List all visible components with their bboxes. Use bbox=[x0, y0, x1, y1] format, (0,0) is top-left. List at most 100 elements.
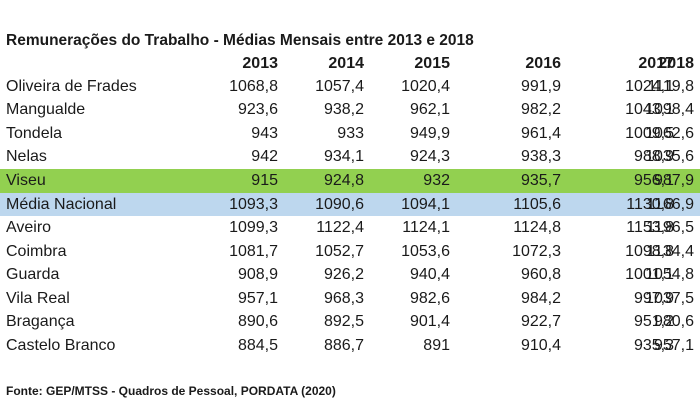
table-cell: 926,2 bbox=[323, 266, 364, 284]
table-cell: 1196,5 bbox=[646, 219, 694, 237]
row-label: Castelo Branco bbox=[6, 336, 116, 354]
table-cell: 1052,7 bbox=[315, 242, 364, 260]
table-row: Tondela 943 933 949,9 961,4 1009,5 1062,6 bbox=[0, 122, 700, 146]
table-cell: 923,6 bbox=[237, 101, 278, 119]
table-cell: 956,1 bbox=[633, 171, 674, 189]
table-cell: 982,6 bbox=[409, 289, 450, 307]
table-cell: 1062,6 bbox=[645, 124, 694, 142]
table-cell: 997,9 bbox=[633, 289, 674, 307]
table-cell: 1001,1 bbox=[625, 266, 674, 284]
col-header-2017: 2017 bbox=[638, 54, 674, 72]
table-row: Aveiro 1099,3 1122,4 1124,1 1124,8 1153,8 1196… bbox=[0, 216, 700, 240]
table-cell: 886,7 bbox=[323, 336, 364, 354]
source-note: Fonte: GEP/MTSS - Quadros de Pessoal, PO… bbox=[6, 384, 336, 398]
table-cell: 1054,8 bbox=[645, 266, 694, 284]
table-row: Bragança 890,6 892,5 901,4 922,7 951,2 980,6 bbox=[0, 310, 700, 334]
table-cell: 1134,4 bbox=[646, 242, 694, 260]
table-cell: 1124,8 bbox=[513, 219, 561, 237]
table-cell: 1081,7 bbox=[229, 242, 278, 260]
table-row: Viseu 915 924,8 932 935,7 956,1 987,9 bbox=[0, 169, 700, 193]
table-cell: 957,1 bbox=[237, 289, 278, 307]
row-label: Nelas bbox=[6, 148, 47, 166]
table-row: Nelas 942 934,1 924,3 938,3 988,9 1035,6 bbox=[0, 146, 700, 170]
table-cell: 1090,6 bbox=[315, 195, 364, 213]
row-label: Coimbra bbox=[6, 242, 67, 260]
table-cell: 1035,6 bbox=[645, 148, 694, 166]
table-cell: 934,1 bbox=[323, 148, 364, 166]
table-cell: 1020,4 bbox=[401, 77, 450, 95]
table-cell: 1093,3 bbox=[229, 195, 278, 213]
table-cell: 1037,5 bbox=[645, 289, 694, 307]
col-header-2016: 2016 bbox=[525, 54, 561, 72]
table-cell: 943 bbox=[251, 124, 278, 142]
header-row: 2013 2014 2015 2016 2017 2018 bbox=[0, 52, 700, 75]
table-cell: 1124,1 bbox=[402, 219, 450, 237]
col-header-2018: 2018 bbox=[658, 54, 694, 72]
table-cell: 910,4 bbox=[520, 336, 561, 354]
table-cell: 938,2 bbox=[323, 101, 364, 119]
col-header-2015: 2015 bbox=[414, 54, 450, 72]
table-cell: 1098,4 bbox=[645, 101, 694, 119]
row-label: Aveiro bbox=[6, 219, 52, 237]
table-cell: 982,2 bbox=[520, 101, 561, 119]
table-row: Castelo Branco 884,5 886,7 891 910,4 935,3 957… bbox=[0, 334, 700, 358]
data-table: 2013 2014 2015 2016 2017 2018 Oliveira d… bbox=[0, 52, 700, 358]
table-row: Oliveira de Frades 1068,8 1057,4 1020,4 991,… bbox=[0, 75, 700, 99]
table-cell: 960,8 bbox=[520, 266, 561, 284]
table-title: Remunerações do Trabalho - Médias Mensai… bbox=[6, 32, 474, 49]
table-cell: 1024,1 bbox=[625, 77, 674, 95]
table-cell: 932 bbox=[423, 171, 450, 189]
table-cell: 951,2 bbox=[633, 313, 674, 331]
table-cell: 961,4 bbox=[520, 124, 561, 142]
table-cell: 935,3 bbox=[633, 336, 674, 354]
row-label: Oliveira de Frades bbox=[6, 77, 137, 95]
table-cell: 942 bbox=[251, 148, 278, 166]
table-cell: 984,2 bbox=[520, 289, 561, 307]
table-cell: 922,7 bbox=[520, 313, 561, 331]
table-cell: 892,5 bbox=[323, 313, 364, 331]
table-cell: 924,8 bbox=[323, 171, 364, 189]
table-cell: 1099,3 bbox=[229, 219, 278, 237]
table-cell: 962,1 bbox=[409, 101, 450, 119]
table-cell: 1053,6 bbox=[401, 242, 450, 260]
table-cell: 915 bbox=[251, 171, 278, 189]
table-cell: 980,6 bbox=[653, 313, 694, 331]
table-cell: 908,9 bbox=[237, 266, 278, 284]
row-label: Viseu bbox=[6, 171, 46, 189]
table-cell: 1119,8 bbox=[647, 77, 694, 95]
row-label: Bragança bbox=[6, 313, 75, 331]
table-cell: 1009,5 bbox=[625, 124, 674, 142]
table-cell: 968,3 bbox=[323, 289, 364, 307]
col-header-2013: 2013 bbox=[242, 54, 278, 72]
table-row: Coimbra 1081,7 1052,7 1053,6 1072,3 1098,8 113… bbox=[0, 240, 700, 264]
table-cell: 987,9 bbox=[653, 171, 694, 189]
row-label: Mangualde bbox=[6, 101, 86, 119]
table-cell: 1043,1 bbox=[625, 101, 674, 119]
table-cell: 924,3 bbox=[409, 148, 450, 166]
table-row: Média Nacional 1093,3 1090,6 1094,1 1105,6 11… bbox=[0, 192, 700, 217]
table-cell: 1057,4 bbox=[315, 77, 364, 95]
table-cell: 988,9 bbox=[633, 148, 674, 166]
table-cell: 957,1 bbox=[653, 336, 694, 354]
table-cell: 884,5 bbox=[237, 336, 278, 354]
table-cell: 933 bbox=[337, 124, 364, 142]
table-cell: 949,9 bbox=[409, 124, 450, 142]
table-cell: 901,4 bbox=[409, 313, 450, 331]
col-header-2014: 2014 bbox=[328, 54, 364, 72]
table-row: Guarda 908,9 926,2 940,4 960,8 1001,1 1054,8 bbox=[0, 263, 700, 287]
table-cell: 1094,1 bbox=[401, 195, 450, 213]
table-row: Vila Real 957,1 968,3 982,6 984,2 997,9 1037,5 bbox=[0, 287, 700, 311]
table-cell: 891 bbox=[423, 336, 450, 354]
table-cell: 940,4 bbox=[409, 266, 450, 284]
table-cell: 890,6 bbox=[237, 313, 278, 331]
table-cell: 1130,8 bbox=[626, 195, 674, 213]
table-cell: 935,7 bbox=[520, 171, 561, 189]
table-cell: 991,9 bbox=[520, 77, 561, 95]
row-label: Tondela bbox=[6, 124, 63, 142]
table-cell: 1068,8 bbox=[229, 77, 278, 95]
table-body: Oliveira de Frades 1068,8 1057,4 1020,4 991,… bbox=[0, 75, 700, 358]
table-cell: 1122,4 bbox=[316, 219, 364, 237]
row-label: Vila Real bbox=[6, 289, 70, 307]
table-cell: 1105,6 bbox=[513, 195, 561, 213]
row-label: Guarda bbox=[6, 266, 60, 284]
